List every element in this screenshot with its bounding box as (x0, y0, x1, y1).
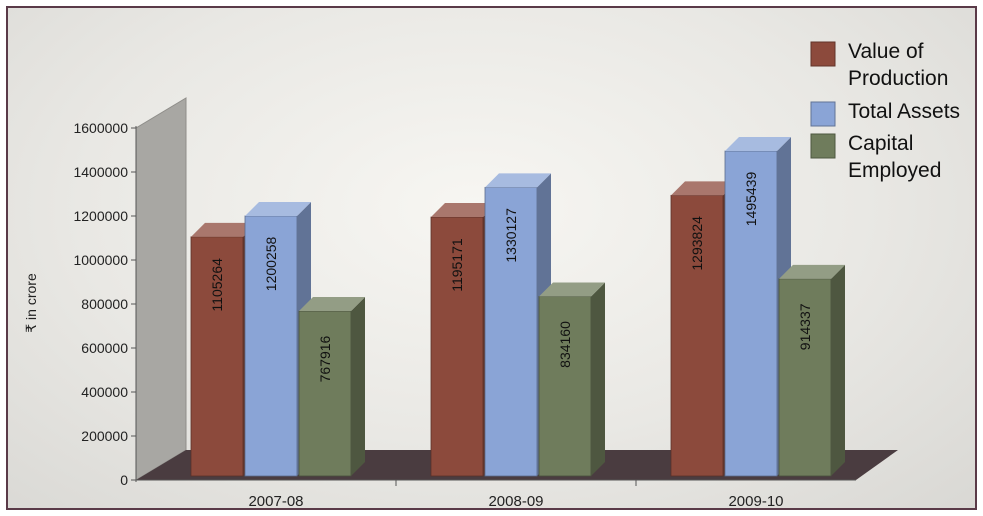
y-tick-label: 800000 (81, 296, 128, 312)
y-tick-label: 1400000 (73, 164, 128, 180)
legend-label: Total Assets (848, 100, 960, 123)
data-label: 834160 (557, 321, 573, 368)
legend-label: Value of (848, 40, 924, 63)
y-axis-label: ₹ in crore (23, 273, 39, 333)
bar-top (431, 203, 497, 218)
data-label: 1495439 (743, 172, 759, 227)
chart-frame: 0 200000 400000 600000 800000 1000000 1200000 1… (6, 6, 977, 510)
bar-top (539, 282, 605, 297)
bar-top (779, 264, 845, 279)
data-label: 1200258 (263, 236, 279, 291)
bar-top (245, 201, 311, 216)
bar-top (725, 137, 791, 152)
bar-side (351, 297, 365, 476)
legend-swatch (810, 101, 836, 127)
x-category-label: 2007-08 (248, 493, 303, 508)
bar-top (191, 222, 257, 237)
data-label: 1330127 (503, 208, 519, 263)
data-label: 1105264 (209, 258, 225, 312)
legend-label: Production (848, 67, 948, 90)
data-label: 914337 (797, 303, 813, 350)
y-tick-label: 1200000 (73, 208, 128, 224)
bar-front (190, 236, 244, 477)
back-wall (135, 97, 187, 481)
y-tick-label: 1000000 (73, 252, 128, 268)
bar-front (298, 310, 352, 477)
bar-side (831, 264, 845, 476)
y-tick-label: 400000 (81, 384, 128, 400)
bar-top (299, 297, 365, 312)
bar-chart: 0 200000 400000 600000 800000 1000000 1200000 1… (23, 40, 960, 508)
bar-top (485, 173, 551, 188)
bar-front (484, 186, 538, 477)
legend-label: Capital (848, 132, 913, 155)
bar-front (244, 215, 298, 477)
x-category-label: 2008-09 (488, 493, 543, 508)
bar-front (724, 150, 778, 477)
data-label: 1195171 (449, 238, 465, 292)
legend-swatch (810, 41, 836, 67)
bar-top (671, 181, 737, 196)
y-tick-label: 1600000 (73, 120, 128, 136)
bar-front (778, 278, 832, 477)
x-category-label: 2009-10 (728, 493, 783, 508)
data-label: 1293824 (689, 216, 705, 271)
bar-side (591, 282, 605, 476)
y-tick-label: 600000 (81, 340, 128, 356)
legend-swatch (810, 133, 836, 159)
y-tick-label: 0 (120, 472, 128, 488)
data-label: 767916 (317, 335, 333, 382)
bar-front (670, 194, 724, 477)
legend-label: Employed (848, 159, 941, 182)
y-tick-label: 200000 (81, 428, 128, 444)
